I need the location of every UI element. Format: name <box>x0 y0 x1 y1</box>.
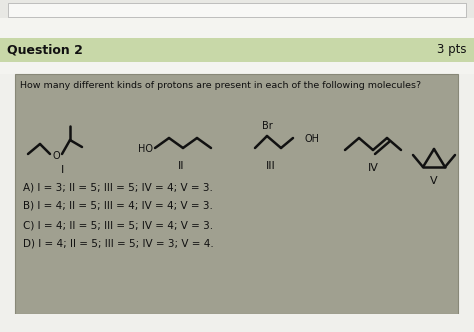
Bar <box>0 314 474 332</box>
Bar <box>0 62 474 74</box>
Text: A) I = 3; II = 5; III = 5; IV = 4; V = 3.: A) I = 3; II = 5; III = 5; IV = 4; V = 3… <box>23 182 213 192</box>
Text: HO: HO <box>138 144 153 154</box>
Text: OH: OH <box>305 134 320 144</box>
Text: B) I = 4; II = 5; III = 4; IV = 4; V = 3.: B) I = 4; II = 5; III = 4; IV = 4; V = 3… <box>23 201 213 211</box>
Text: III: III <box>266 161 276 171</box>
Text: Br: Br <box>262 121 273 131</box>
Text: IV: IV <box>367 163 378 173</box>
Bar <box>15 74 458 314</box>
Text: D) I = 4; II = 5; III = 5; IV = 3; V = 4.: D) I = 4; II = 5; III = 5; IV = 3; V = 4… <box>23 239 214 249</box>
Bar <box>0 38 474 62</box>
Text: O: O <box>52 151 60 161</box>
Bar <box>8 3 466 17</box>
Text: Question 2: Question 2 <box>7 43 83 56</box>
Text: I: I <box>61 165 64 175</box>
Bar <box>0 0 474 18</box>
Text: II: II <box>178 161 184 171</box>
Text: V: V <box>430 176 438 186</box>
Text: 3 pts: 3 pts <box>438 43 467 56</box>
Text: How many different kinds of protons are present in each of the following molecul: How many different kinds of protons are … <box>20 81 421 90</box>
Text: C) I = 4; II = 5; III = 5; IV = 4; V = 3.: C) I = 4; II = 5; III = 5; IV = 4; V = 3… <box>23 220 213 230</box>
Bar <box>0 18 474 38</box>
